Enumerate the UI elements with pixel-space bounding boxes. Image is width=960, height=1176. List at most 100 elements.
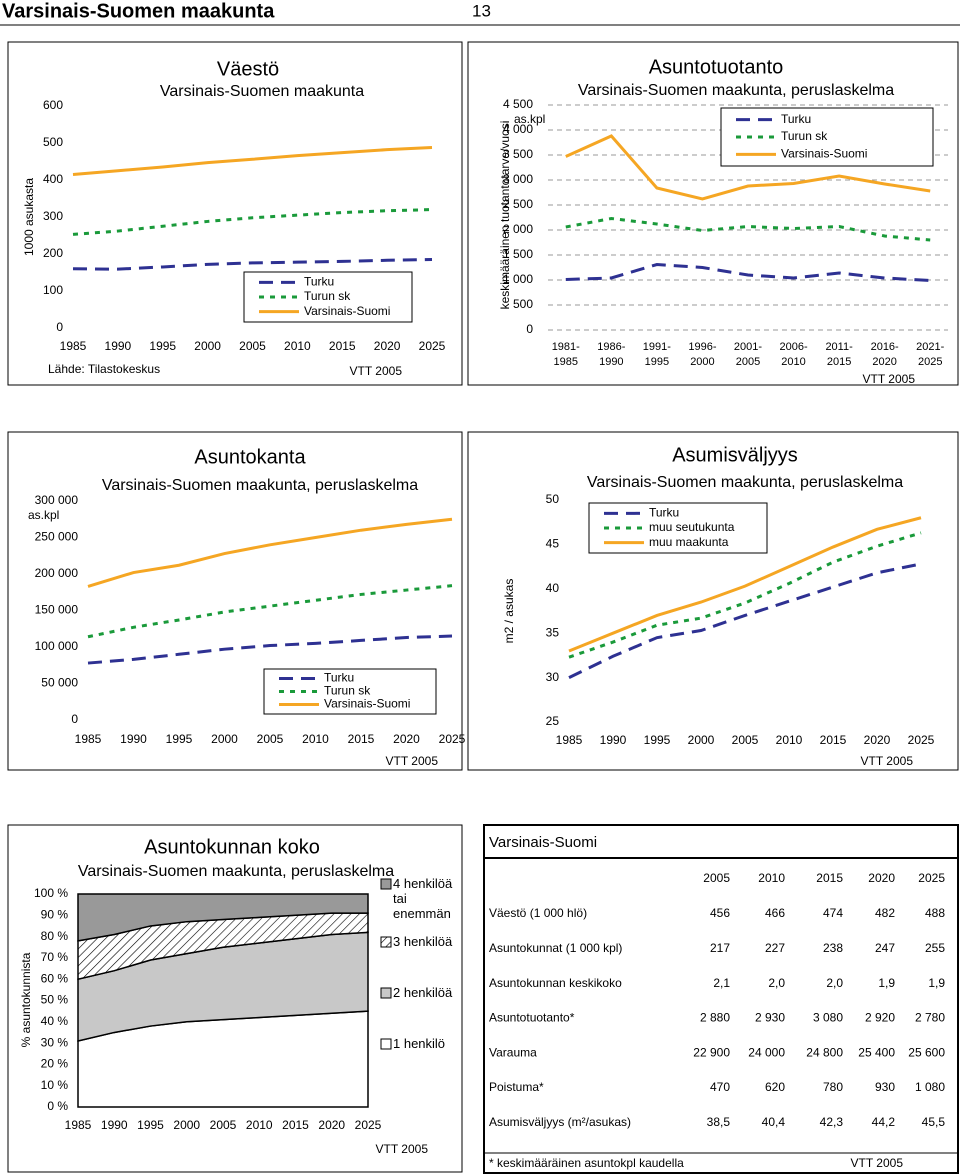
x-tick-label: 2021- 2025 [916, 341, 945, 368]
y-tick-label: 2 500 [503, 197, 533, 211]
x-tick-label: 2011- 2015 [825, 341, 853, 368]
y-tick-label: 25 [546, 714, 560, 728]
chart-frame [7, 41, 463, 386]
chart-frame [7, 824, 463, 1173]
y-tick-label: 300 [43, 209, 63, 223]
row-label: Asuntotuotanto* [489, 1011, 575, 1025]
y-tick-label: 80 % [41, 929, 69, 943]
line-series [565, 216, 931, 242]
credit: VTT 2005 [350, 364, 403, 378]
plot-frame [77, 893, 369, 1108]
x-tick-label: 2010 [246, 1118, 273, 1132]
y-tick-label: 50 % [41, 993, 69, 1007]
row-label: Väestö (1 000 hlö) [489, 906, 587, 920]
y-tick-label: 35 [546, 625, 560, 639]
y-tick-label: 100 000 [35, 639, 79, 653]
cell: 238 [823, 941, 843, 955]
y-tick-label: 600 [43, 98, 63, 112]
line-series [72, 258, 433, 271]
x-tick-label: 2015 [820, 733, 847, 747]
y-tick-label: 60 % [41, 971, 69, 985]
cell: 2 880 [700, 1011, 730, 1025]
x-tick-label: 2005 [257, 732, 284, 746]
table-title: Varsinais-Suomi [489, 834, 597, 851]
x-tick-label: 1995 [166, 732, 193, 746]
line-series [87, 517, 453, 588]
unit-label: as.kpl [28, 508, 59, 522]
line-series [565, 134, 931, 201]
legend-label: muu maakunta [649, 535, 729, 549]
y-tick-label: 100 % [34, 886, 68, 900]
cell: 2 930 [755, 1011, 785, 1025]
cell: 456 [710, 906, 730, 920]
x-tick-label: 1995 [137, 1118, 164, 1132]
x-tick-label: 2020 [318, 1118, 345, 1132]
legend-label: 3 henkilöä [393, 934, 453, 949]
y-tick-label: 30 % [41, 1035, 69, 1049]
x-tick-label: 1985 [60, 339, 87, 353]
legend-label: muu seutukunta [649, 520, 735, 534]
credit: VTT 2005 [861, 754, 914, 768]
legend-swatch [380, 987, 392, 999]
row-label: Asuntokunnan keskikoko [489, 976, 622, 990]
y-tick-label: 500 [513, 297, 533, 311]
legend-label: Turun sk [781, 129, 828, 143]
cell: 2,1 [713, 976, 730, 990]
x-tick-label: 2020 [864, 733, 891, 747]
column-header: 2025 [918, 871, 945, 885]
y-tick-label: 10 % [41, 1078, 69, 1092]
x-tick-label: 1991- 1995 [642, 341, 671, 368]
cell: 217 [710, 941, 730, 955]
cell: 1 080 [915, 1080, 945, 1094]
y-tick-label: 1 500 [503, 247, 533, 261]
legend-label: Turku [649, 506, 679, 520]
line-series [72, 145, 433, 176]
y-tick-label: 40 [546, 581, 560, 595]
credit: VTT 2005 [386, 754, 439, 768]
cell: 780 [823, 1080, 843, 1094]
cell: 1,9 [928, 976, 945, 990]
x-tick-label: 1985 [556, 733, 583, 747]
x-tick-label: 2016- 2020 [870, 341, 899, 368]
page-title: Varsinais-Suomen maakunta [2, 0, 275, 22]
cell: 1,9 [878, 976, 895, 990]
footnote: * keskimääräinen asuntokpl kaudella [489, 1156, 684, 1170]
column-header: 2005 [703, 871, 730, 885]
legend-label: Turku [304, 275, 334, 289]
y-tick-label: 250 000 [35, 530, 79, 544]
x-tick-label: 2005 [239, 339, 266, 353]
legend-label: 2 henkilöä [393, 985, 453, 1000]
legend-box [588, 502, 768, 554]
chart-title: Väestö [217, 58, 279, 80]
legend-box [720, 107, 934, 167]
legend-swatch [380, 936, 392, 948]
cell: 2,0 [768, 976, 785, 990]
x-tick-label: 2015 [329, 339, 356, 353]
y-tick-label: 30 [546, 670, 560, 684]
legend-label: Turku [781, 112, 811, 126]
y-tick-label: 70 % [41, 950, 69, 964]
credit: VTT 2005 [863, 372, 916, 386]
y-tick-label: 200 [43, 246, 63, 260]
legend-label: 1 henkilö [393, 1036, 446, 1051]
cell: 482 [875, 906, 895, 920]
x-tick-label: 2020 [393, 732, 420, 746]
unit-label: as.kpl [514, 112, 545, 126]
x-tick-label: 1986- 1990 [597, 341, 626, 368]
x-tick-label: 2025 [439, 732, 466, 746]
x-tick-label: 2025 [419, 339, 446, 353]
legend-box [243, 271, 413, 323]
x-tick-label: 2010 [284, 339, 311, 353]
legend-swatch [380, 1038, 392, 1050]
x-tick-label: 1990 [105, 339, 132, 353]
y-tick-label: 0 [56, 320, 63, 334]
credit: VTT 2005 [376, 1142, 429, 1156]
legend-label: Turun sk [304, 289, 351, 303]
x-tick-label: 2010 [776, 733, 803, 747]
y-tick-label: 4 000 [503, 122, 533, 136]
line-series [87, 584, 453, 639]
cell: 44,2 [872, 1115, 896, 1129]
cell: 42,3 [820, 1115, 844, 1129]
column-header: 2015 [816, 871, 843, 885]
